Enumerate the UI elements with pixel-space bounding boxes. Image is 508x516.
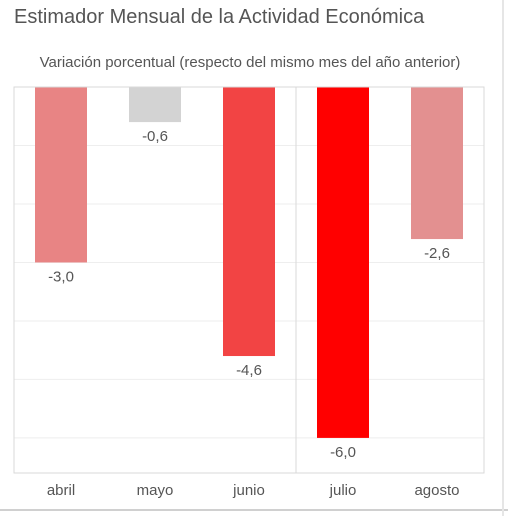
right-border: [502, 0, 504, 516]
x-tick-label-abril: abril: [47, 482, 75, 499]
bar-julio: [317, 87, 369, 438]
chart-title: Estimador Mensual de la Actividad Económ…: [14, 6, 425, 28]
value-label-mayo: -0,6: [142, 128, 168, 145]
bar-abril: [35, 87, 87, 263]
x-axis-labels: abril mayo junio julio agosto: [47, 482, 460, 499]
value-label-agosto: -2,6: [424, 245, 450, 262]
value-labels: -3,0 -0,6 -4,6 -6,0 -2,6: [48, 128, 450, 461]
x-tick-label-agosto: agosto: [414, 482, 459, 499]
bar-agosto: [411, 87, 463, 240]
bottom-border: [0, 509, 508, 511]
x-tick-label-junio: junio: [232, 482, 265, 499]
value-label-junio: -4,6: [236, 362, 262, 379]
bar-mayo: [129, 87, 181, 123]
value-label-julio: -6,0: [330, 444, 356, 461]
x-tick-label-julio: julio: [329, 482, 357, 499]
bars: [35, 87, 463, 438]
chart-subtitle: Variación porcentual (respecto del mismo…: [39, 54, 461, 71]
plot-frame: [13, 86, 485, 474]
value-label-abril: -3,0: [48, 268, 74, 285]
x-tick-label-mayo: mayo: [137, 482, 174, 499]
bar-junio: [223, 87, 275, 357]
